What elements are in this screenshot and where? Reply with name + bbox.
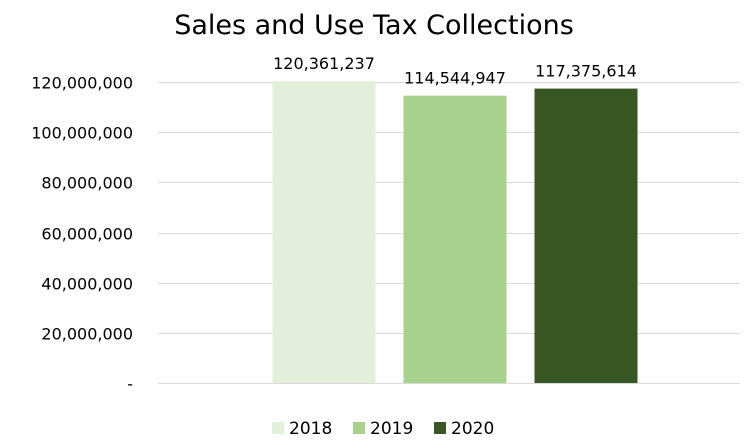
legend-item-2019: 2019 bbox=[353, 419, 413, 439]
bar-2018 bbox=[272, 81, 376, 383]
legend-label: 2019 bbox=[370, 419, 413, 439]
data-labels: 120,361,237 114,544,947 117,375,614 bbox=[273, 54, 637, 88]
y-tick-label: 40,000,000 bbox=[41, 275, 133, 294]
legend-label: 2018 bbox=[289, 419, 332, 439]
y-tick-label: 20,000,000 bbox=[41, 325, 133, 344]
legend-swatch bbox=[353, 422, 365, 434]
bar-2020 bbox=[534, 88, 638, 384]
legend-label: 2020 bbox=[451, 419, 494, 439]
legend-item-2018: 2018 bbox=[272, 419, 332, 439]
bars bbox=[272, 81, 638, 384]
y-tick-label: 100,000,000 bbox=[31, 124, 133, 143]
y-tick-label: 120,000,000 bbox=[31, 74, 133, 93]
y-tick-label: 80,000,000 bbox=[41, 174, 133, 193]
chart-title: Sales and Use Tax Collections bbox=[174, 10, 574, 41]
data-label-2018: 120,361,237 bbox=[273, 54, 375, 73]
legend-item-2020: 2020 bbox=[434, 419, 494, 439]
data-label-2020: 117,375,614 bbox=[535, 62, 637, 81]
legend: 2018 2019 2020 bbox=[272, 419, 494, 439]
legend-swatch bbox=[272, 422, 284, 434]
bar-2019 bbox=[403, 95, 507, 383]
y-tick-label: 60,000,000 bbox=[41, 225, 133, 244]
y-tick-label: - bbox=[127, 375, 133, 394]
legend-swatch bbox=[434, 422, 446, 434]
data-label-2019: 114,544,947 bbox=[404, 69, 506, 88]
y-axis-tick-labels: - 20,000,000 40,000,000 60,000,000 80,000,00… bbox=[31, 74, 133, 394]
